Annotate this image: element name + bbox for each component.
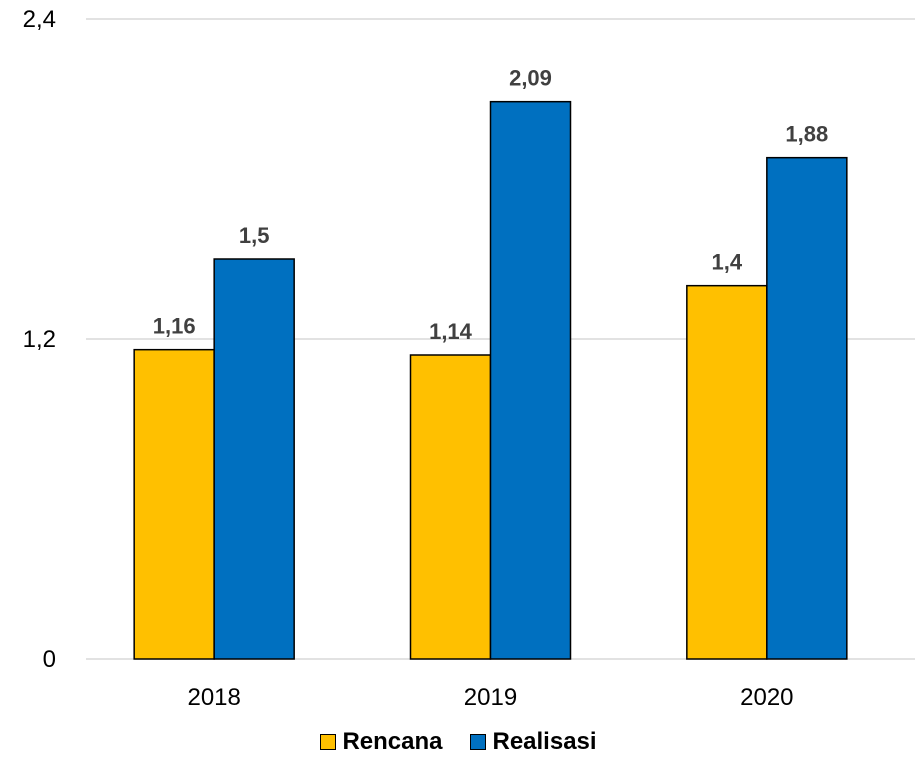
bar-realisasi-2020	[766, 156, 848, 660]
data-label-rencana-2018: 1,16	[153, 314, 196, 339]
bar-rencana-2020	[686, 284, 768, 660]
data-label-realisasi-2018: 1,5	[239, 223, 270, 248]
legend-item-rencana: Rencana	[320, 728, 442, 756]
y-tick-label: 1,2	[23, 326, 56, 353]
x-tick-label: 2019	[464, 684, 517, 711]
bar-realisasi-2018	[213, 258, 295, 660]
x-tick-label: 2018	[187, 684, 240, 711]
data-label-realisasi-2020: 1,88	[785, 122, 828, 147]
legend-swatch-rencana	[320, 734, 337, 750]
bar-rencana-2018	[133, 348, 215, 660]
bar-rencana-2019	[409, 354, 492, 660]
bar-realisasi-2019	[489, 100, 572, 660]
legend: Rencana Realisasi	[0, 728, 917, 756]
data-label-realisasi-2019: 2,09	[509, 66, 552, 91]
y-tick-label: 2,4	[23, 6, 56, 33]
legend-label-rencana: Rencana	[342, 728, 443, 755]
data-label-rencana-2020: 1,4	[712, 250, 743, 275]
y-tick-label: 0	[43, 646, 56, 673]
x-tick-label: 2020	[740, 684, 793, 711]
legend-swatch-realisasi	[470, 734, 487, 750]
data-label-rencana-2019: 1,14	[429, 319, 473, 344]
legend-item-realisasi: Realisasi	[470, 728, 597, 756]
legend-label-realisasi: Realisasi	[492, 728, 597, 755]
